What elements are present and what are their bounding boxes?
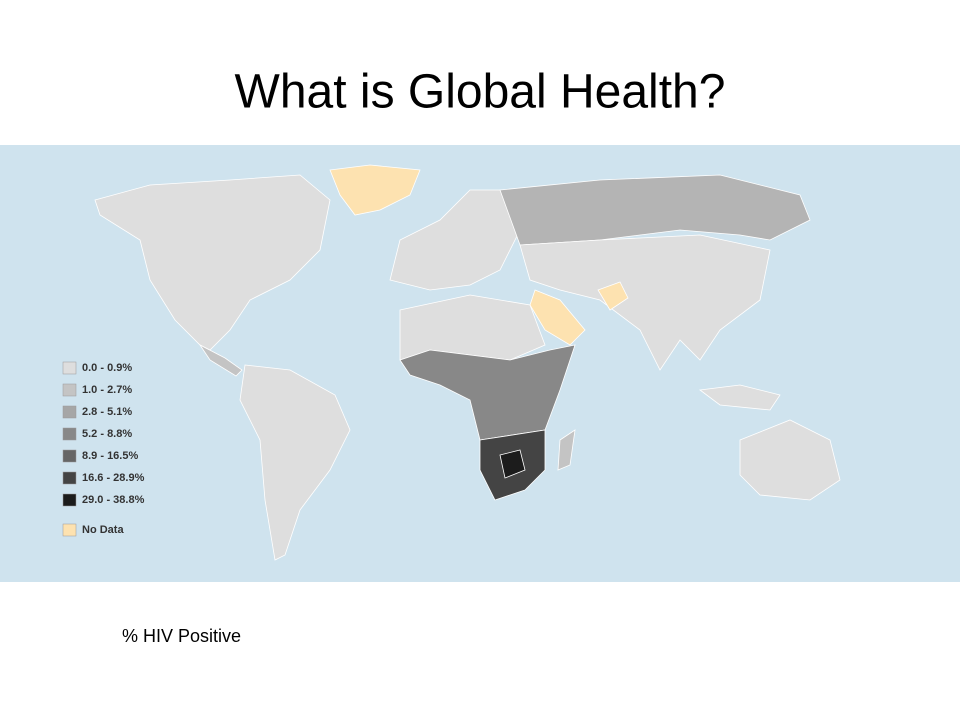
central-america [199,344,243,377]
legend-label: 2.8 - 5.1% [82,406,132,418]
legend-label: 1.0 - 2.7% [82,384,132,396]
madagascar [557,429,576,471]
indonesia [698,384,781,411]
afghanistan [597,281,629,311]
legend-swatch [62,493,77,507]
central-africa [399,344,576,441]
world-map [0,145,960,582]
legend-swatch [62,449,77,463]
south-america [239,364,351,561]
slide-title: What is Global Health? [235,66,726,119]
legend-label: 8.9 - 16.5% [82,450,138,462]
legend-swatch [62,523,77,537]
legend-label: 5.2 - 8.8% [82,428,132,440]
map-legend: 0.0 - 0.9% 1.0 - 2.7% 2.8 - 5.1% 5.2 - 8.8%… [62,361,145,537]
map-caption: % HIV Positive [122,626,241,646]
north-america [94,174,331,351]
legend-label: 0.0 - 0.9% [82,362,132,374]
legend-swatch [62,427,77,441]
greenland [329,164,421,216]
legend-swatch [62,383,77,397]
legend-swatch [62,471,77,485]
legend-label: No Data [82,524,124,536]
legend-label: 29.0 - 38.8% [82,494,145,506]
asia [519,234,771,371]
legend-swatch [62,405,77,419]
legend-label: 16.6 - 28.9% [82,472,145,484]
legend-swatch [62,361,77,375]
botswana [499,449,526,479]
australia [739,419,841,501]
